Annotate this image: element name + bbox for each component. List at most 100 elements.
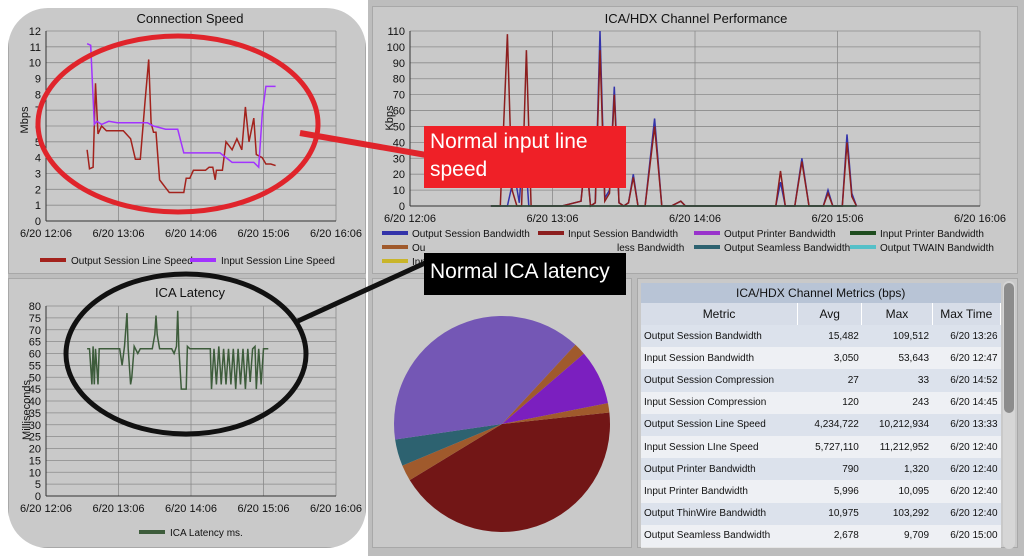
column-header-metric[interactable]: Metric (641, 303, 799, 325)
table-row[interactable]: Output Seamless Bandwidth 2,678 9,709 6/20 … (641, 524, 1001, 547)
pie-slice-5[interactable] (502, 353, 608, 424)
y-tick-label: 30 (29, 420, 41, 432)
y-tick-label: 80 (393, 74, 405, 86)
metric-name-cell: Output Session Bandwidth (641, 325, 798, 348)
y-tick-label: 10 (29, 58, 41, 70)
pie-slice-2[interactable] (395, 424, 502, 466)
x-tick-label: 6/20 14:06 (165, 228, 217, 240)
max-time-cell: 6/20 12:40 (932, 502, 1001, 525)
channel-performance-title: ICA/HDX Channel Performance (605, 11, 788, 26)
avg-cell: 4,234,722 (797, 413, 862, 436)
connection-speed-grid (45, 30, 337, 222)
y-tick-label: 60 (393, 106, 405, 118)
legend-swatch-4 (382, 245, 408, 249)
avg-cell: 27 (797, 369, 862, 392)
pie-slice-3[interactable] (394, 316, 576, 440)
x-tick-label: 6/20 15:06 (812, 213, 864, 225)
x-tick-label: 6/20 13:06 (93, 503, 145, 515)
max-time-cell: 6/20 15:00 (932, 524, 1001, 547)
y-tick-label: 12 (29, 26, 41, 38)
pie-slice-4[interactable] (502, 344, 584, 424)
series-line-1 (86, 43, 276, 169)
bandwidth-pie-chart (394, 316, 610, 532)
x-tick-label: 6/20 15:06 (238, 503, 290, 515)
y-tick-label: 10 (29, 467, 41, 479)
max-time-cell: 6/20 13:33 (932, 413, 1001, 436)
x-tick-label: 6/20 12:06 (20, 503, 72, 515)
y-tick-label: 75 (29, 313, 41, 325)
table-row[interactable]: Output Session Compression 27 33 6/20 14:52 (641, 369, 1001, 392)
table-row[interactable]: Input Printer Bandwidth 5,996 10,095 6/20 1… (641, 480, 1001, 503)
pie-slice-6[interactable] (502, 403, 610, 424)
x-tick-label: 6/20 13:06 (527, 213, 579, 225)
y-tick-label: 9 (35, 74, 41, 86)
pie-slice-1[interactable] (402, 424, 502, 481)
legend-label-input-line-speed: Input Session Line Speed (221, 256, 335, 267)
y-tick-label: 30 (393, 153, 405, 165)
x-tick-label: 6/20 12:06 (384, 213, 436, 225)
y-tick-label: 50 (393, 121, 405, 133)
legend-label-output-line-speed: Output Session Line Speed (71, 256, 193, 267)
y-tick-label: 55 (29, 360, 41, 372)
table-row[interactable]: Input Session LIne Speed 5,727,110 11,212,… (641, 435, 1001, 459)
legend-label-0: Output Session Bandwidth (412, 229, 530, 240)
y-tick-label: 10 (393, 185, 405, 197)
y-tick-label: 0 (399, 201, 405, 213)
metric-name-cell: Input Session Compression (641, 391, 798, 414)
table-row[interactable]: Output Printer Bandwidth 790 1,320 6/20 12:… (641, 458, 1001, 481)
y-tick-label: 80 (29, 301, 41, 313)
table-row[interactable]: Output ThinWire Bandwidth 10,975 103,292 6/… (641, 502, 1001, 525)
max-time-cell: 6/20 12:40 (932, 480, 1001, 503)
y-tick-label: 70 (29, 325, 41, 337)
y-tick-label: 0 (35, 491, 41, 503)
legend-label-2: Output Printer Bandwidth (724, 229, 836, 240)
max-cell: 10,212,934 (861, 413, 933, 436)
y-tick-label: 4 (35, 153, 41, 165)
x-tick-label: 6/20 16:06 (310, 228, 362, 240)
metric-name-cell: Output Session Line Speed (641, 413, 798, 436)
legend-swatch-6 (694, 245, 720, 249)
y-tick-label: 60 (29, 349, 41, 361)
x-tick-label: 6/20 12:06 (20, 228, 72, 240)
max-time-cell: 6/20 12:40 (932, 435, 1001, 459)
y-tick-label: 45 (29, 384, 41, 396)
legend-label-1: Input Session Bandwidth (568, 229, 678, 240)
y-tick-label: 0 (35, 216, 41, 228)
max-cell: 53,643 (861, 347, 933, 370)
table-row[interactable]: Output Session Line Speed 4,234,722 10,212… (641, 413, 1001, 436)
connection-speed-title: Connection Speed (137, 11, 244, 26)
metrics-scrollbar-thumb[interactable] (1004, 283, 1014, 413)
max-cell: 33 (861, 369, 933, 392)
connection-speed-series (86, 43, 276, 194)
pie-slice-0[interactable] (409, 412, 610, 532)
legend-label-7: Output TWAIN Bandwidth (880, 243, 994, 254)
y-tick-label: 90 (393, 58, 405, 70)
x-tick-label: 6/20 15:06 (238, 228, 290, 240)
column-header-max-time[interactable]: Max Time (932, 303, 1002, 325)
metric-name-cell: Input Session Bandwidth (641, 347, 798, 370)
metric-name-cell: Output Printer Bandwidth (641, 458, 798, 481)
legend-swatch-ica-latency (139, 530, 165, 534)
x-tick-label: 6/20 14:06 (165, 503, 217, 515)
avg-cell: 10,975 (797, 502, 862, 525)
metrics-scrollbar[interactable] (1003, 281, 1015, 549)
table-row[interactable]: Input Session Compression 120 243 6/20 14:4… (641, 391, 1001, 414)
table-row[interactable]: Input Session Bandwidth 3,050 53,643 6/20 1… (641, 347, 1001, 370)
ica-latency-title: ICA Latency (155, 285, 226, 300)
column-header-max[interactable]: Max (861, 303, 933, 325)
max-cell: 1,320 (861, 458, 933, 481)
metric-name-cell: Output Session Compression (641, 369, 798, 392)
legend-swatch-input-line-speed (190, 258, 216, 262)
max-cell: 9,709 (861, 524, 933, 547)
y-tick-label: 11 (30, 42, 41, 54)
table-row[interactable]: Output Session Bandwidth 15,482 109,512 6/2… (641, 325, 1001, 348)
ica-latency-grid (45, 305, 337, 497)
legend-swatch-2 (694, 231, 720, 235)
y-tick-label: 5 (35, 137, 41, 149)
column-header-avg[interactable]: Avg (797, 303, 863, 325)
legend-swatch-8 (382, 259, 408, 263)
legend-swatch-output-line-speed (40, 258, 66, 262)
avg-cell: 2,678 (797, 524, 862, 547)
legend-label-ica-latency: ICA Latency ms. (170, 528, 243, 539)
avg-cell: 15,482 (797, 325, 862, 348)
